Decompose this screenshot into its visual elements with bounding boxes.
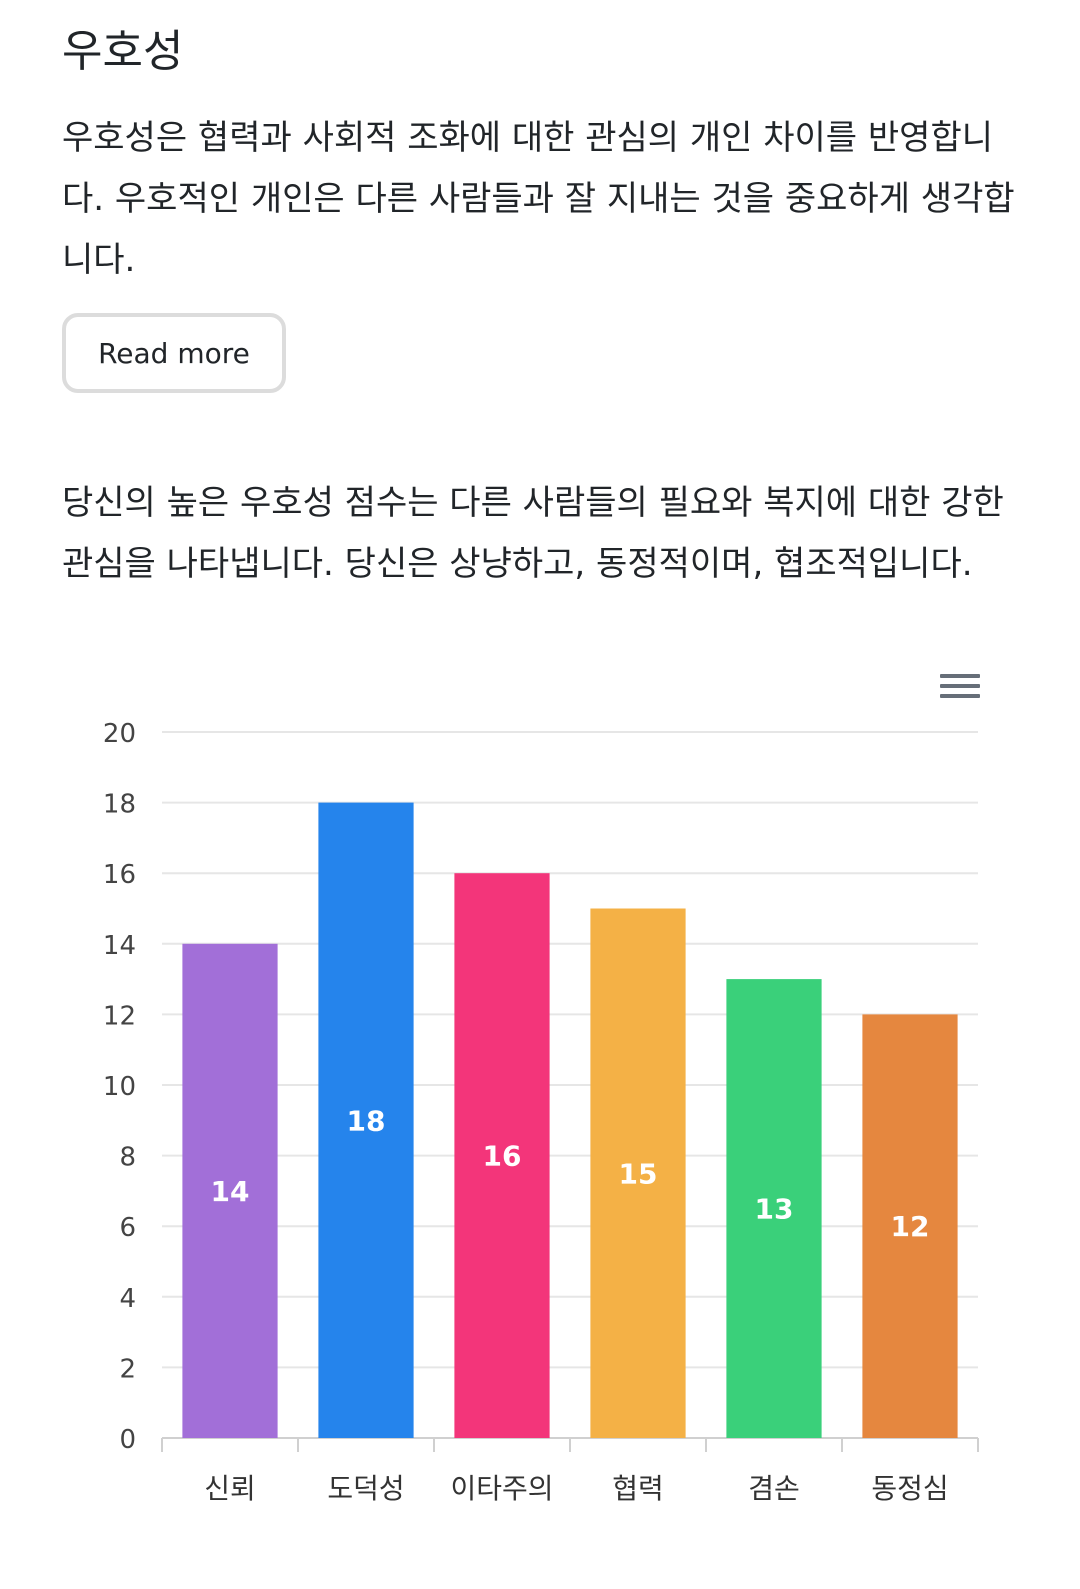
y-tick-label: 6 [119, 1213, 136, 1243]
data-label: 16 [483, 1140, 522, 1173]
bar [318, 802, 414, 1438]
y-tick-label: 4 [119, 1284, 136, 1314]
y-tick-label: 18 [103, 790, 136, 820]
y-tick-label: 14 [103, 931, 136, 961]
x-tick-label: 동정심 [871, 1472, 948, 1505]
x-tick-label: 겸손 [748, 1472, 800, 1505]
chart-svg: 0 2 4 6 8 10 12 14 16 18 20 14 신뢰 18 도덕성 16 이타주의 15 협력 13 겸손… [103, 719, 979, 1505]
data-label: 15 [619, 1157, 658, 1190]
bar [726, 979, 822, 1438]
y-tick-label: 16 [103, 860, 136, 890]
read-more-button[interactable]: Read more [62, 313, 286, 393]
bar-chart: 0 2 4 6 8 10 12 14 16 18 20 14 신뢰 18 도덕성 16 이타주의 15 협력 13 겸손… [0, 660, 1080, 1560]
data-label: 12 [891, 1210, 930, 1243]
hamburger-menu-icon [940, 674, 980, 678]
x-tick-label: 협력 [612, 1472, 664, 1505]
chart-menu-button[interactable] [930, 666, 990, 706]
bar [182, 943, 278, 1438]
result-text: 당신의 높은 우호성 점수는 다른 사람들의 필요와 복지에 대한 강한 관심을… [62, 483, 1004, 584]
hamburger-menu-icon [940, 694, 980, 698]
hamburger-menu-icon [940, 684, 980, 688]
x-tick-label: 도덕성 [327, 1472, 404, 1505]
y-tick-label: 12 [103, 1001, 136, 1031]
x-tick-label: 이타주의 [450, 1472, 553, 1505]
y-tick-label: 0 [119, 1425, 136, 1455]
y-tick-label: 20 [103, 719, 136, 749]
bar [590, 908, 686, 1438]
bar [862, 1014, 958, 1438]
data-label: 18 [347, 1104, 386, 1137]
bar [454, 873, 550, 1438]
page-title: 우호성 [62, 26, 184, 77]
description-text: 우호성은 협력과 사회적 조화에 대한 관심의 개인 차이를 반영합니다. 우호… [62, 118, 1015, 280]
y-tick-label: 2 [119, 1354, 136, 1384]
data-label: 14 [211, 1175, 250, 1208]
y-tick-label: 8 [119, 1143, 136, 1173]
data-label: 13 [755, 1193, 794, 1226]
x-tick-label: 신뢰 [204, 1472, 256, 1505]
y-tick-label: 10 [103, 1072, 136, 1102]
